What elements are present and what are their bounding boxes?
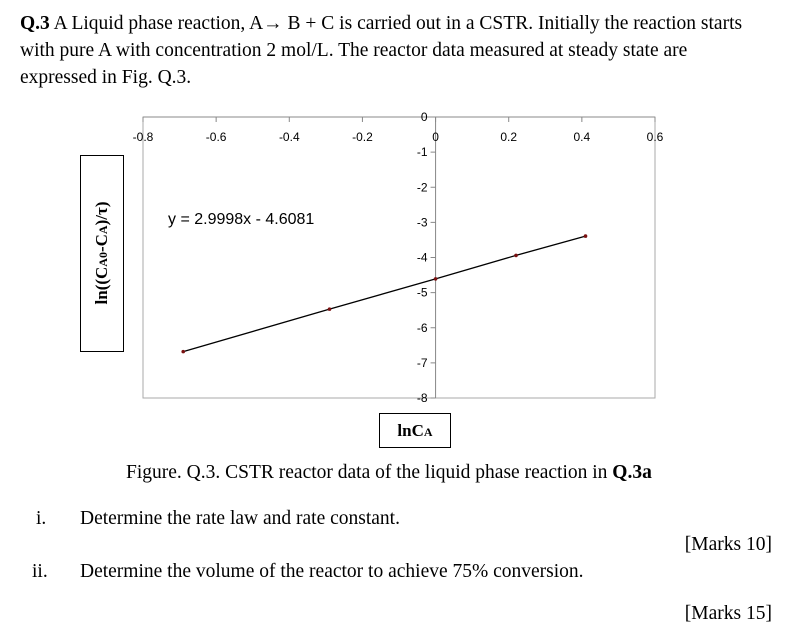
y-axis-title: ln((CA0-CA)/τ) bbox=[92, 201, 111, 305]
y-tick-label: -1 bbox=[417, 145, 428, 159]
figure-caption: Figure. Q.3. CSTR reactor data of the li… bbox=[126, 462, 652, 483]
y-tick-label: -6 bbox=[417, 321, 428, 335]
x-tick-label: 0.2 bbox=[500, 130, 517, 144]
x-tick-label: -0.8 bbox=[133, 130, 154, 144]
y-tick-label: -5 bbox=[417, 286, 428, 300]
y-tick-label: -4 bbox=[417, 251, 428, 265]
question-line-2: with pure A with concentration 2 mol/L. … bbox=[20, 40, 688, 61]
y-tick-label: -7 bbox=[417, 356, 428, 370]
subquestion-1-marks: [Marks 10] bbox=[684, 534, 772, 555]
plot-area bbox=[142, 116, 656, 399]
subquestion-1-label: i. bbox=[36, 508, 47, 529]
y-axis-title-box bbox=[80, 155, 124, 352]
data-point bbox=[583, 234, 588, 238]
subquestion-2-text: Determine the volume of the reactor to a… bbox=[80, 561, 584, 582]
x-tick-label: -0.4 bbox=[279, 130, 300, 144]
data-point bbox=[433, 277, 438, 281]
data-point bbox=[327, 307, 332, 311]
trendline-equation: y = 2.9998x - 4.6081 bbox=[168, 211, 315, 228]
question-number: Q.3 bbox=[20, 13, 50, 34]
subquestion-2-marks: [Marks 15] bbox=[684, 603, 772, 624]
question-line-3: expressed in Fig. Q.3. bbox=[20, 67, 192, 88]
y-tick-label: -3 bbox=[417, 215, 428, 229]
y-tick-label: -8 bbox=[417, 391, 428, 405]
subquestion-2-label: ii. bbox=[32, 561, 48, 582]
x-tick-label: 0.4 bbox=[574, 130, 591, 144]
x-tick-label: -0.6 bbox=[206, 130, 227, 144]
question-line-1: Q.3 A Liquid phase reaction, A→ B + C is… bbox=[20, 13, 743, 34]
x-tick-label: 0 bbox=[432, 130, 439, 144]
figure-chart: -0.8 -0.6 -0.4 -0.2 0 0.2 0.4 0.6 0 -1 -2 -3 -4 -5 -6 -… bbox=[80, 110, 664, 448]
y-tick-label: -2 bbox=[417, 180, 428, 194]
x-axis-title: lnCA bbox=[379, 413, 451, 448]
question-text: Q.3 A Liquid phase reaction, A→ B + C is… bbox=[20, 10, 790, 91]
subquestion-1-text: Determine the rate law and rate constant… bbox=[80, 508, 400, 529]
data-point bbox=[514, 253, 518, 258]
chart-plot: -0.8 -0.6 -0.4 -0.2 0 0.2 0.4 0.6 0 -1 -2 -3 -4 -5 -6 -… bbox=[133, 110, 664, 405]
x-tick-label: -0.2 bbox=[352, 130, 373, 144]
y-tick-label: 0 bbox=[421, 110, 428, 124]
data-point bbox=[181, 349, 186, 354]
x-tick-label: 0.6 bbox=[647, 130, 664, 144]
caption-ref: Q.3a bbox=[612, 462, 652, 483]
